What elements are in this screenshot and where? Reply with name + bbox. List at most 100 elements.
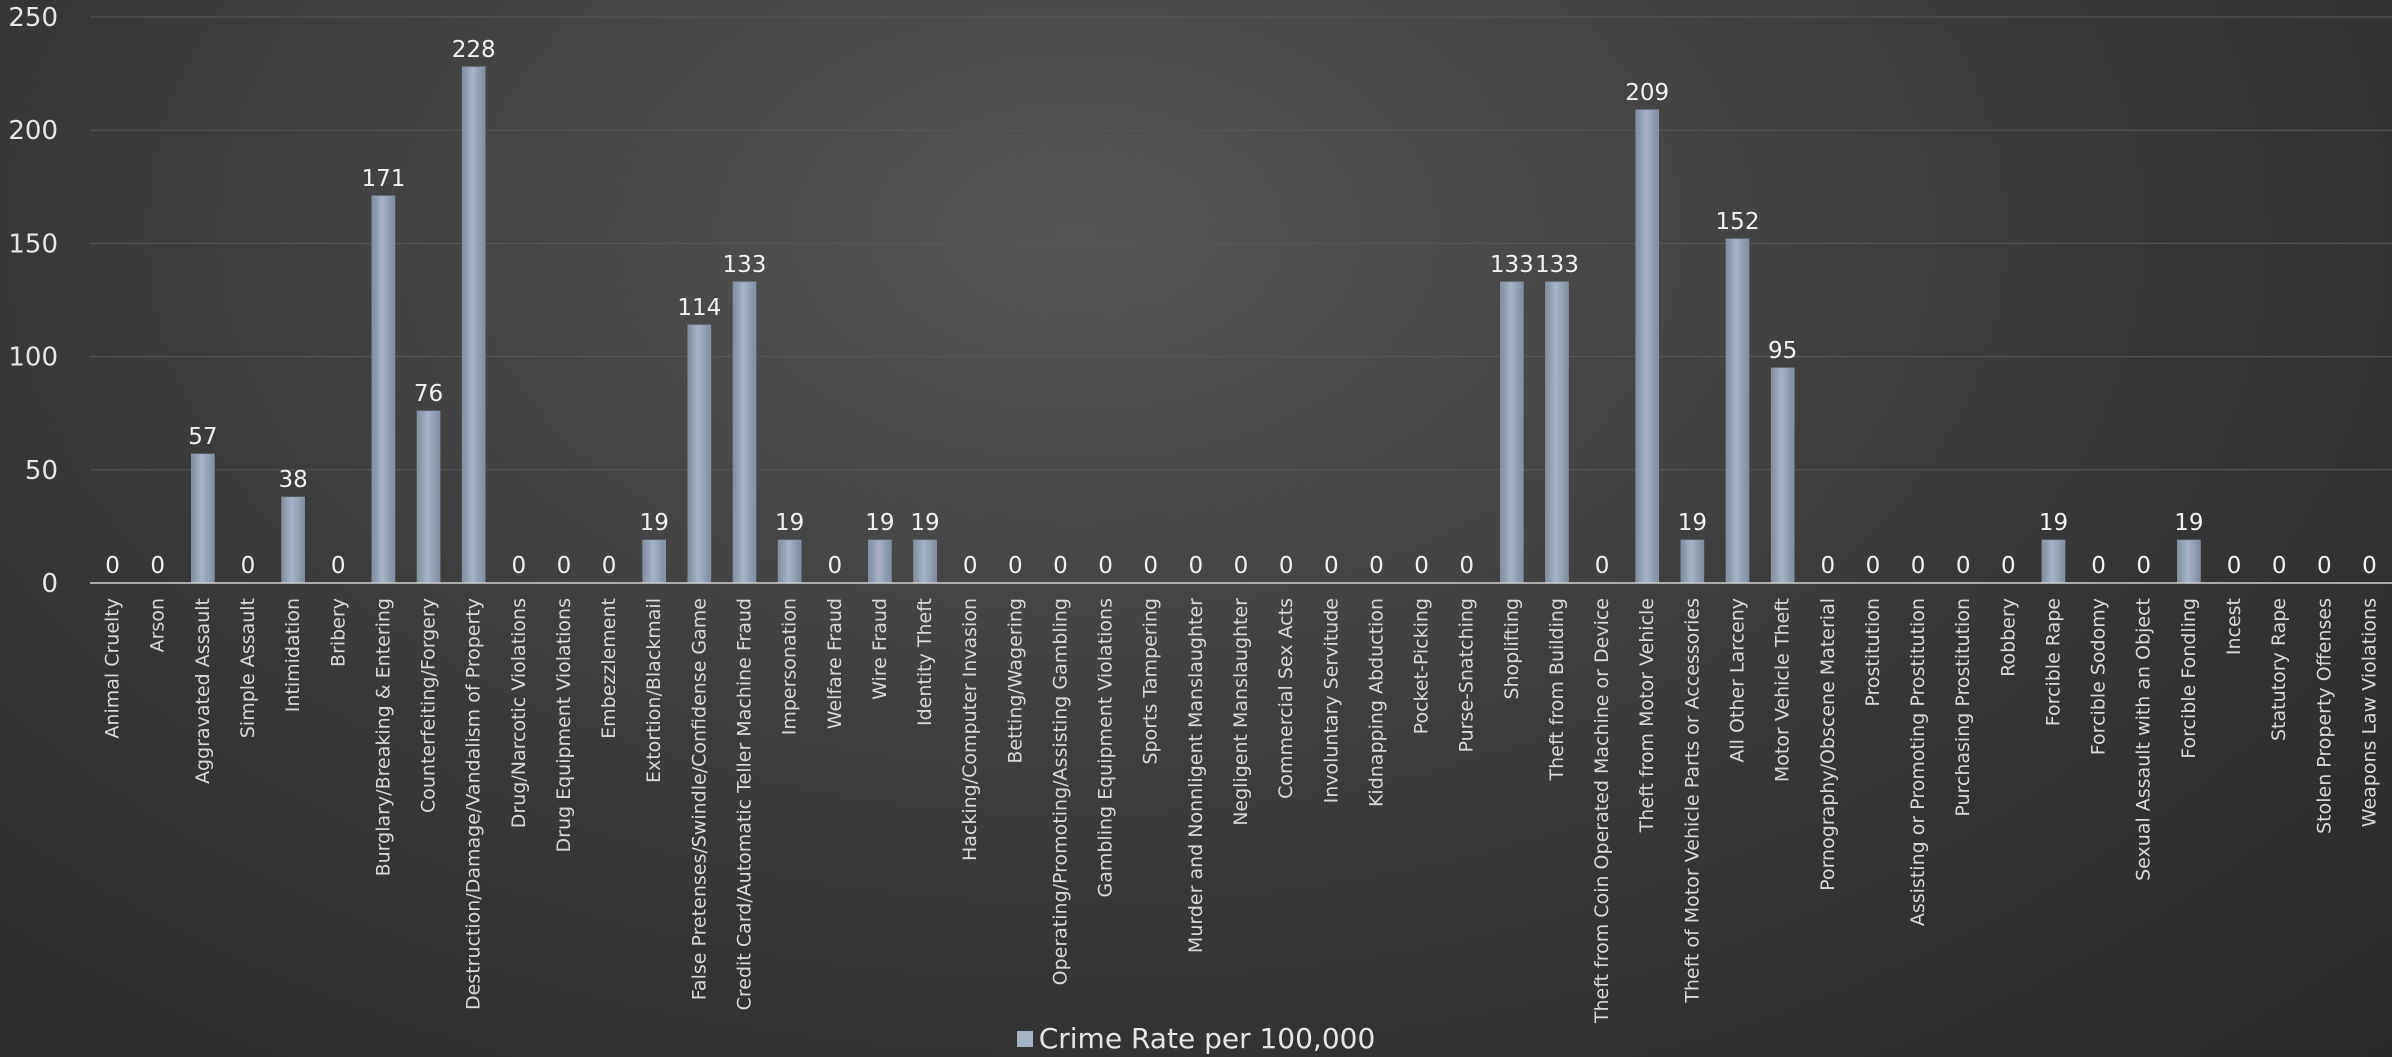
data-label: 133 (1490, 252, 1534, 278)
category-label: Purchasing Prostitution (1952, 598, 1974, 817)
category-label: Forcible Rape (2042, 598, 2064, 726)
data-label: 133 (1535, 252, 1579, 278)
data-label: 19 (2174, 510, 2203, 536)
data-label: 114 (677, 295, 721, 321)
data-label: 0 (2136, 553, 2151, 579)
category-label: Stolen Property Offenses (2313, 598, 2335, 834)
category-label: Robbery (1997, 598, 2019, 677)
data-label: 0 (602, 553, 617, 579)
data-label: 0 (1053, 553, 1068, 579)
category-label: Forcible Fondling (2178, 598, 2200, 759)
category-label: Commercial Sex Acts (1275, 598, 1297, 799)
category-label: Embezzlement (598, 598, 620, 739)
data-label: 152 (1716, 209, 1760, 235)
data-label: 228 (452, 37, 496, 63)
y-axis-tick-labels: 0 50 100 150 200 250 (8, 3, 58, 599)
category-label: Incest (2223, 598, 2245, 655)
category-label: Pornography/Obscene Material (1817, 598, 1839, 891)
category-label: Wire Fraud (869, 598, 891, 700)
data-label: 95 (1768, 338, 1797, 364)
data-label: 0 (557, 553, 572, 579)
data-label: 38 (278, 467, 307, 493)
data-label: 0 (963, 553, 978, 579)
data-label: 0 (331, 553, 346, 579)
data-label: 19 (775, 510, 804, 536)
category-label: Theft from Building (1546, 598, 1568, 782)
bar (777, 539, 802, 584)
category-label: Assisting or Promoting Prostitution (1907, 598, 1929, 926)
category-label: Counterfeiting/Forgery (418, 598, 440, 813)
category-label: Drug Equipment Violations (553, 598, 575, 852)
data-label: 0 (1820, 553, 1835, 579)
category-label: Theft from Coin Operated Machine or Devi… (1591, 598, 1613, 1024)
data-label: 19 (910, 510, 939, 536)
category-label: Arson (147, 598, 169, 652)
category-label: Pocket-Picking (1411, 598, 1433, 734)
bar (191, 453, 215, 584)
data-label: 0 (2317, 553, 2332, 579)
category-label: Sports Tampering (1140, 598, 1162, 765)
category-label: False Pretenses/Swindle/Confidense Game (688, 598, 710, 1000)
category-label: Extortion/Blackmail (643, 598, 665, 783)
category-label: Shoplifting (1501, 598, 1523, 700)
bar (461, 66, 486, 584)
data-label: 0 (1234, 553, 1249, 579)
bar (281, 496, 305, 584)
category-label: Welfare Fraud (824, 598, 846, 729)
data-label: 0 (1324, 553, 1339, 579)
data-label: 0 (1956, 553, 1971, 579)
legend-label: Crime Rate per 100,000 (1038, 1022, 1376, 1055)
data-label: 0 (1008, 553, 1023, 579)
category-label: Betting/Wagering (1004, 598, 1026, 764)
category-label: Statutory Rape (2268, 598, 2290, 741)
y-tick-label: 50 (25, 456, 58, 486)
y-tick-label: 150 (8, 229, 58, 259)
category-label: Negligent Manslaughter (1230, 598, 1252, 826)
data-label: 0 (2227, 553, 2242, 579)
category-label: Theft from Motor Vehicle (1636, 598, 1658, 833)
category-label: Purse-Snatching (1456, 598, 1478, 753)
category-label: Hacking/Computer Invasion (959, 598, 981, 861)
category-label: Involuntary Servitude (1320, 598, 1342, 803)
category-label: Drug/Narcotic Violations (508, 598, 530, 828)
category-label: Simple Assault (237, 598, 259, 738)
y-tick-label: 200 (8, 116, 58, 146)
y-tick-label: 100 (8, 343, 58, 373)
data-label: 171 (361, 166, 405, 192)
data-label: 0 (2091, 553, 2106, 579)
bar (732, 281, 757, 584)
data-label: 0 (1279, 553, 1294, 579)
data-label: 57 (188, 424, 217, 450)
data-label: 19 (640, 510, 669, 536)
bar (1770, 367, 1795, 584)
category-label: Sexual Assault with an Object (2133, 598, 2155, 881)
category-label: Motor Vehicle Theft (1772, 598, 1794, 782)
data-label: 0 (2001, 553, 2016, 579)
bar (642, 539, 667, 584)
data-label: 19 (1678, 510, 1707, 536)
legend: Crime Rate per 100,000 (0, 1022, 2392, 1055)
category-label: Gambling Equipment Violations (1095, 598, 1117, 898)
category-label: Impersonation (779, 598, 801, 735)
data-label: 0 (511, 553, 526, 579)
bar (416, 410, 441, 584)
category-label: Credit Card/Automatic Teller Machine Fra… (733, 598, 755, 1010)
bar (868, 539, 892, 584)
data-label: 0 (241, 553, 256, 579)
data-label: 133 (723, 252, 767, 278)
data-label: 0 (1414, 553, 1429, 579)
bar (1500, 281, 1524, 584)
x-axis-category-labels: Animal Cruelty Arson Aggravated Assault Sim… (102, 598, 2381, 1024)
bar (2177, 539, 2201, 584)
bar (687, 324, 712, 584)
category-label: Aggravated Assault (192, 598, 214, 784)
category-label: Prostitution (1862, 598, 1884, 707)
data-label: 0 (1866, 553, 1881, 579)
category-label: Weapons Law Violations (2358, 598, 2380, 827)
category-label: Intimidation (282, 598, 304, 712)
data-label: 0 (1595, 553, 1610, 579)
bar (1635, 109, 1660, 584)
data-label: 19 (2039, 510, 2068, 536)
